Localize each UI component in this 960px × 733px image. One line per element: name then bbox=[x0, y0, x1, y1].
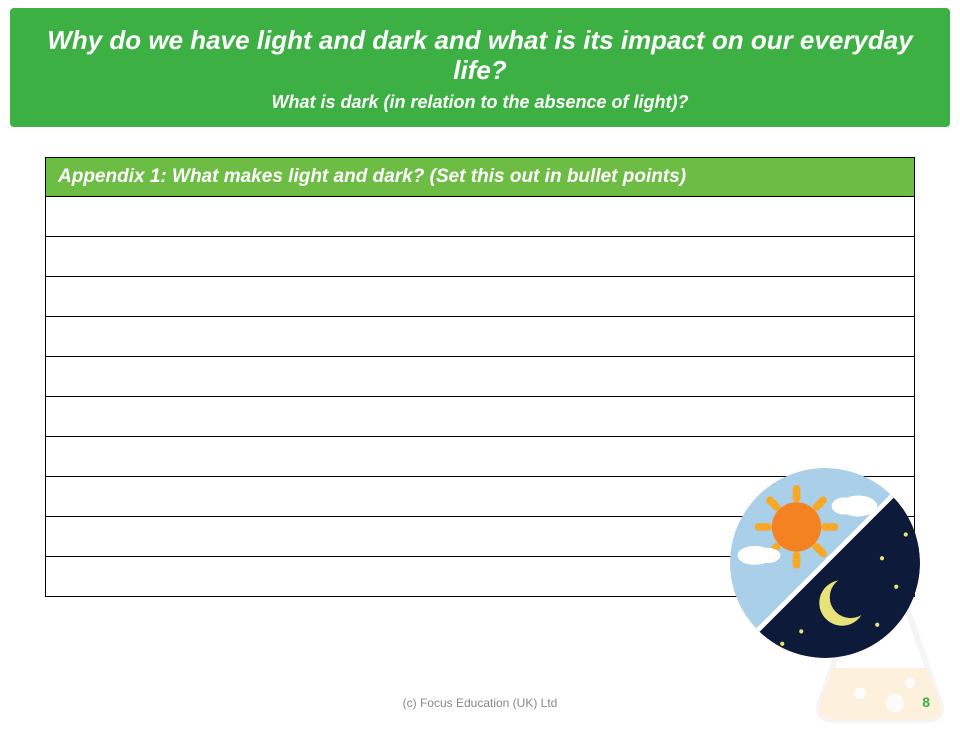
table-row bbox=[46, 196, 915, 236]
table-cell[interactable] bbox=[46, 316, 915, 356]
table-row bbox=[46, 436, 915, 476]
table-row bbox=[46, 236, 915, 276]
table-row bbox=[46, 276, 915, 316]
table-cell[interactable] bbox=[46, 436, 915, 476]
page-number: 8 bbox=[922, 694, 930, 710]
table-row bbox=[46, 316, 915, 356]
table-row bbox=[46, 396, 915, 436]
table-row bbox=[46, 356, 915, 396]
page-subtitle: What is dark (in relation to the absence… bbox=[40, 92, 920, 113]
table-cell[interactable] bbox=[46, 356, 915, 396]
table-cell[interactable] bbox=[46, 396, 915, 436]
table-cell[interactable] bbox=[46, 236, 915, 276]
footer-copyright: (c) Focus Education (UK) Ltd bbox=[0, 696, 960, 710]
page-header: Why do we have light and dark and what i… bbox=[10, 8, 950, 127]
page-title: Why do we have light and dark and what i… bbox=[40, 26, 920, 86]
day-night-icon bbox=[730, 468, 920, 658]
table-header: Appendix 1: What makes light and dark? (… bbox=[46, 157, 915, 196]
table-cell[interactable] bbox=[46, 276, 915, 316]
table-cell[interactable] bbox=[46, 196, 915, 236]
